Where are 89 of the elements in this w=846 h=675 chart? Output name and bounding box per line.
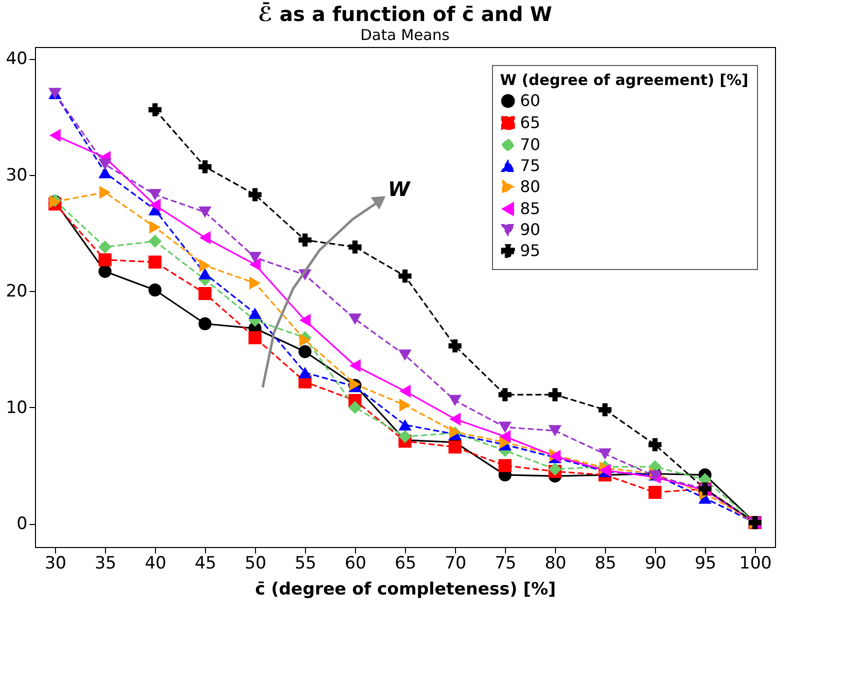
legend-label: 75 [520,156,540,175]
x-tick-label: 65 [394,554,416,574]
point [448,440,462,454]
point [49,128,61,142]
legend-label: 95 [520,241,540,260]
x-tick-label: 90 [644,554,666,574]
point [198,317,212,330]
legend-label: 70 [520,135,540,154]
x-tick-label: 75 [494,554,516,574]
legend-label: 60 [520,91,540,110]
point [498,422,512,433]
x-tick-label: 50 [244,554,266,574]
y-tick-label: 20 [6,282,28,302]
x-tick-label: 80 [544,554,566,574]
point [199,259,211,272]
point [398,270,412,283]
x-axis-title: c̄ (degree of completeness) [%] [255,580,556,600]
point [499,430,511,444]
point [398,349,412,361]
point [249,258,261,271]
legend-label: 65 [520,113,540,132]
point [98,253,112,266]
point [99,186,111,199]
point [298,366,312,378]
point [199,231,211,244]
point [349,359,361,372]
point [98,158,112,170]
x-tick-label: 55 [294,554,316,574]
point [248,331,262,344]
point [148,284,162,297]
point [98,264,112,278]
point [198,160,212,174]
x-tick-label: 30 [44,554,66,574]
y-tick-label: 40 [6,49,28,70]
point [248,188,262,202]
point [299,334,311,347]
y-tick-label: 10 [6,398,28,418]
point [149,220,161,234]
x-tick-label: 85 [594,554,616,574]
x-tick-label: 60 [344,554,366,574]
point [248,252,262,264]
point [148,103,162,116]
point [398,430,412,444]
legend-label: 80 [520,177,540,196]
point [148,256,162,269]
point [448,394,462,406]
point [498,459,512,472]
point [98,240,112,254]
point [348,313,362,325]
point [648,486,662,499]
point [399,384,411,398]
legend-label: 85 [520,199,540,218]
point [448,339,462,352]
point [298,345,312,358]
x-tick-label: 45 [194,554,216,574]
point [449,412,461,426]
y-tick-label: 0 [16,514,28,534]
point [398,419,412,431]
x-tick-label: 95 [694,554,716,574]
x-tick-label: 70 [444,554,466,574]
point [98,166,112,178]
point [249,276,261,290]
point [348,240,362,254]
point [598,448,612,460]
point [148,234,162,248]
y-tick-label: 30 [6,165,28,186]
point [149,198,161,212]
annotation: W [388,177,411,202]
point [248,308,262,319]
point [298,234,312,247]
legend-title: W (degree of agreement) [%] [500,71,748,89]
point [198,206,212,218]
point [548,388,562,402]
x-tick-label: 40 [144,554,166,574]
point [198,286,212,300]
point [548,425,562,436]
point [198,268,212,280]
x-tick-label: 100 [739,554,772,574]
chart-subtitle: Data Means [360,26,450,44]
point [648,438,662,452]
point [299,314,311,327]
point [348,400,362,414]
point [148,189,162,200]
point [498,388,512,402]
x-tick-label: 35 [94,554,116,574]
legend-label: 90 [520,220,540,239]
point [399,398,411,412]
chart-title: ℰ̄ as a function of c̄ and W [258,1,552,26]
point [598,403,612,416]
